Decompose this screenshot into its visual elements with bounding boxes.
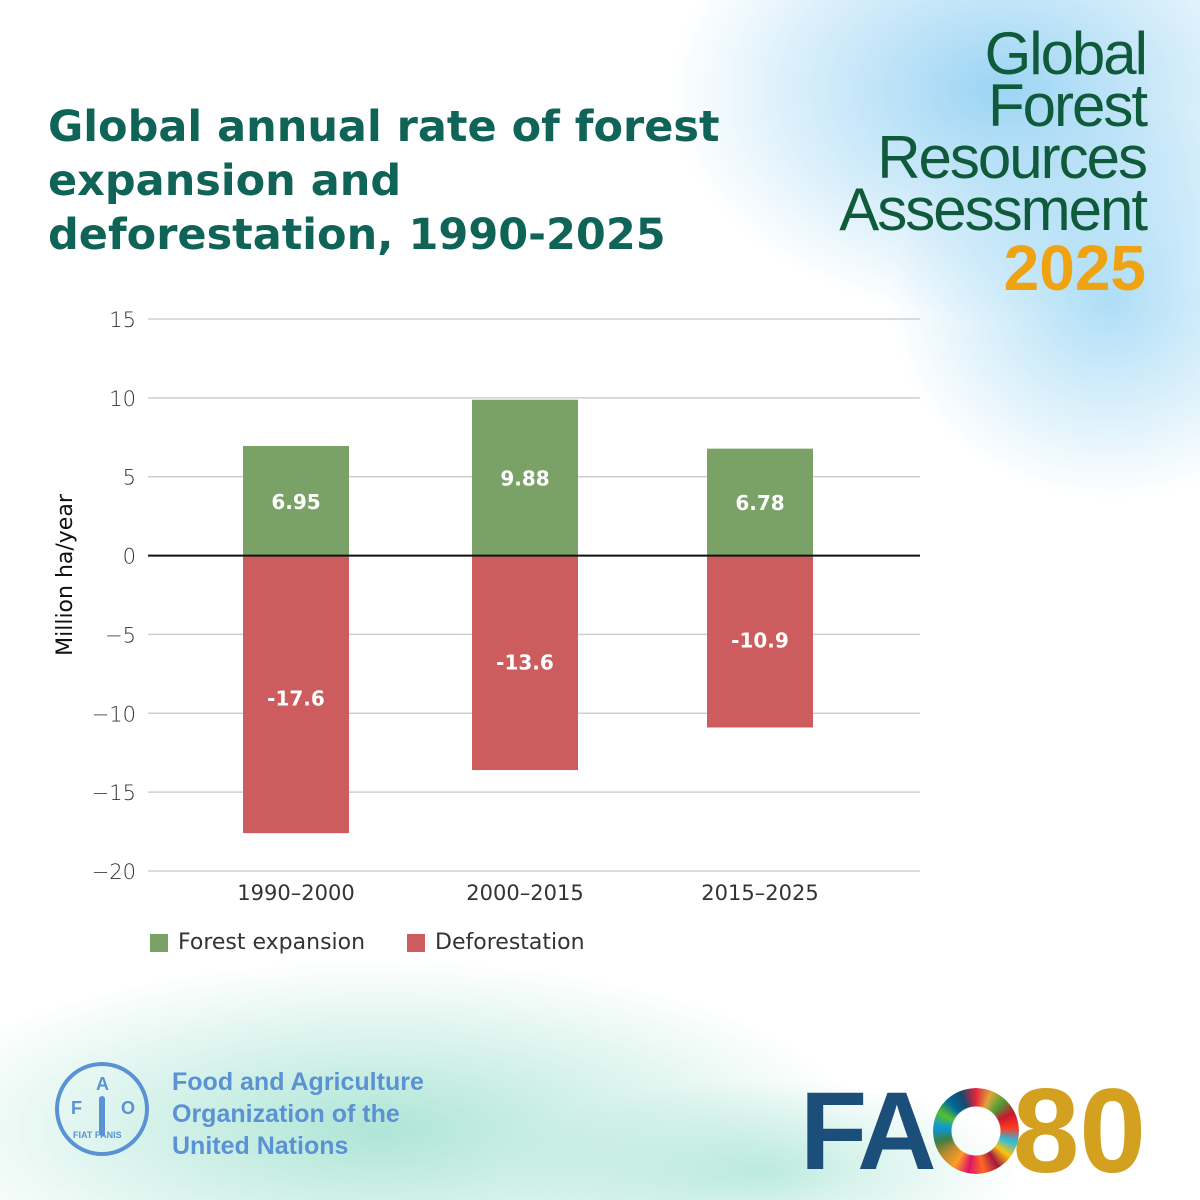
y-tick-label: −15: [92, 781, 136, 805]
y-tick-label: 0: [123, 545, 136, 569]
wheat-icon: [99, 1096, 105, 1136]
emblem-letter: O: [121, 1098, 136, 1118]
y-tick-label: −20: [92, 860, 136, 884]
bar-deforestation: [243, 555, 349, 834]
y-tick-label: 15: [109, 308, 136, 332]
gfra-line: Assessment: [839, 176, 1148, 243]
legend-label: Forest expansion: [178, 930, 366, 955]
gfra-line: Resources: [877, 124, 1148, 191]
gfra-logo: Global Forest Resources Assessment 2025: [839, 20, 1148, 304]
y-axis-label: Million ha/year: [53, 493, 78, 656]
x-tick-label: 1990–2000: [237, 881, 354, 905]
legend-item-deforestation: Deforestation: [407, 930, 585, 955]
emblem-letter: F: [71, 1098, 82, 1118]
legend-swatch: [150, 933, 168, 952]
bar-deforestation: [707, 555, 813, 728]
sdg-wheel-icon: [932, 1088, 1019, 1174]
x-tick-label: 2015–2025: [701, 881, 818, 905]
emblem-motto: FIAT PANIS: [73, 1130, 122, 1140]
emblem-letter: A: [96, 1074, 109, 1094]
data-label: 6.78: [735, 491, 784, 515]
bar-deforestation: [472, 555, 578, 771]
data-label: -17.6: [267, 687, 325, 711]
legend-label: Deforestation: [435, 930, 585, 955]
data-label: 6.95: [271, 490, 320, 514]
fao80-logo: FA 80: [800, 1062, 1146, 1200]
legend-item-forest-expansion: Forest expansion: [150, 930, 365, 955]
bar-forest-expansion: [472, 399, 578, 556]
fao-emblem-logo: F A O FIAT PANIS: [55, 1062, 149, 1156]
y-tick-label: −5: [105, 623, 136, 647]
bar-forest-expansion: [243, 445, 349, 556]
fao-name: Food and Agriculture Organization of the…: [172, 1066, 424, 1162]
data-label: -10.9: [731, 629, 789, 653]
bar-forest-expansion: [707, 448, 813, 556]
x-tick-label: 2000–2015: [466, 881, 583, 905]
legend: Forest expansion Deforestation: [150, 930, 585, 955]
bar-chart: 15 10 5 0 −5 −10 −15 −20 6.95 -17.6 1990–2000 9.88…: [53, 308, 920, 905]
gfra-line: Global: [984, 20, 1148, 87]
legend-swatch: [407, 933, 426, 952]
y-tick-label: 10: [109, 387, 136, 411]
y-tick-label: 5: [123, 466, 136, 490]
gfra-line: Forest: [987, 72, 1148, 139]
fao-name-line: United Nations: [172, 1132, 349, 1160]
fao80-number: 80: [1012, 1064, 1147, 1198]
chart-title: Global annual rate of forest expansion a…: [48, 102, 720, 260]
fao80-letters: FA: [800, 1069, 937, 1193]
y-tick-label: −10: [92, 702, 136, 726]
gfra-year: 2025: [1003, 232, 1146, 304]
data-label: 9.88: [500, 467, 549, 491]
data-label: -13.6: [496, 651, 554, 675]
fao-name-line: Food and Agriculture: [172, 1068, 424, 1096]
fao-name-line: Organization of the: [172, 1100, 400, 1128]
